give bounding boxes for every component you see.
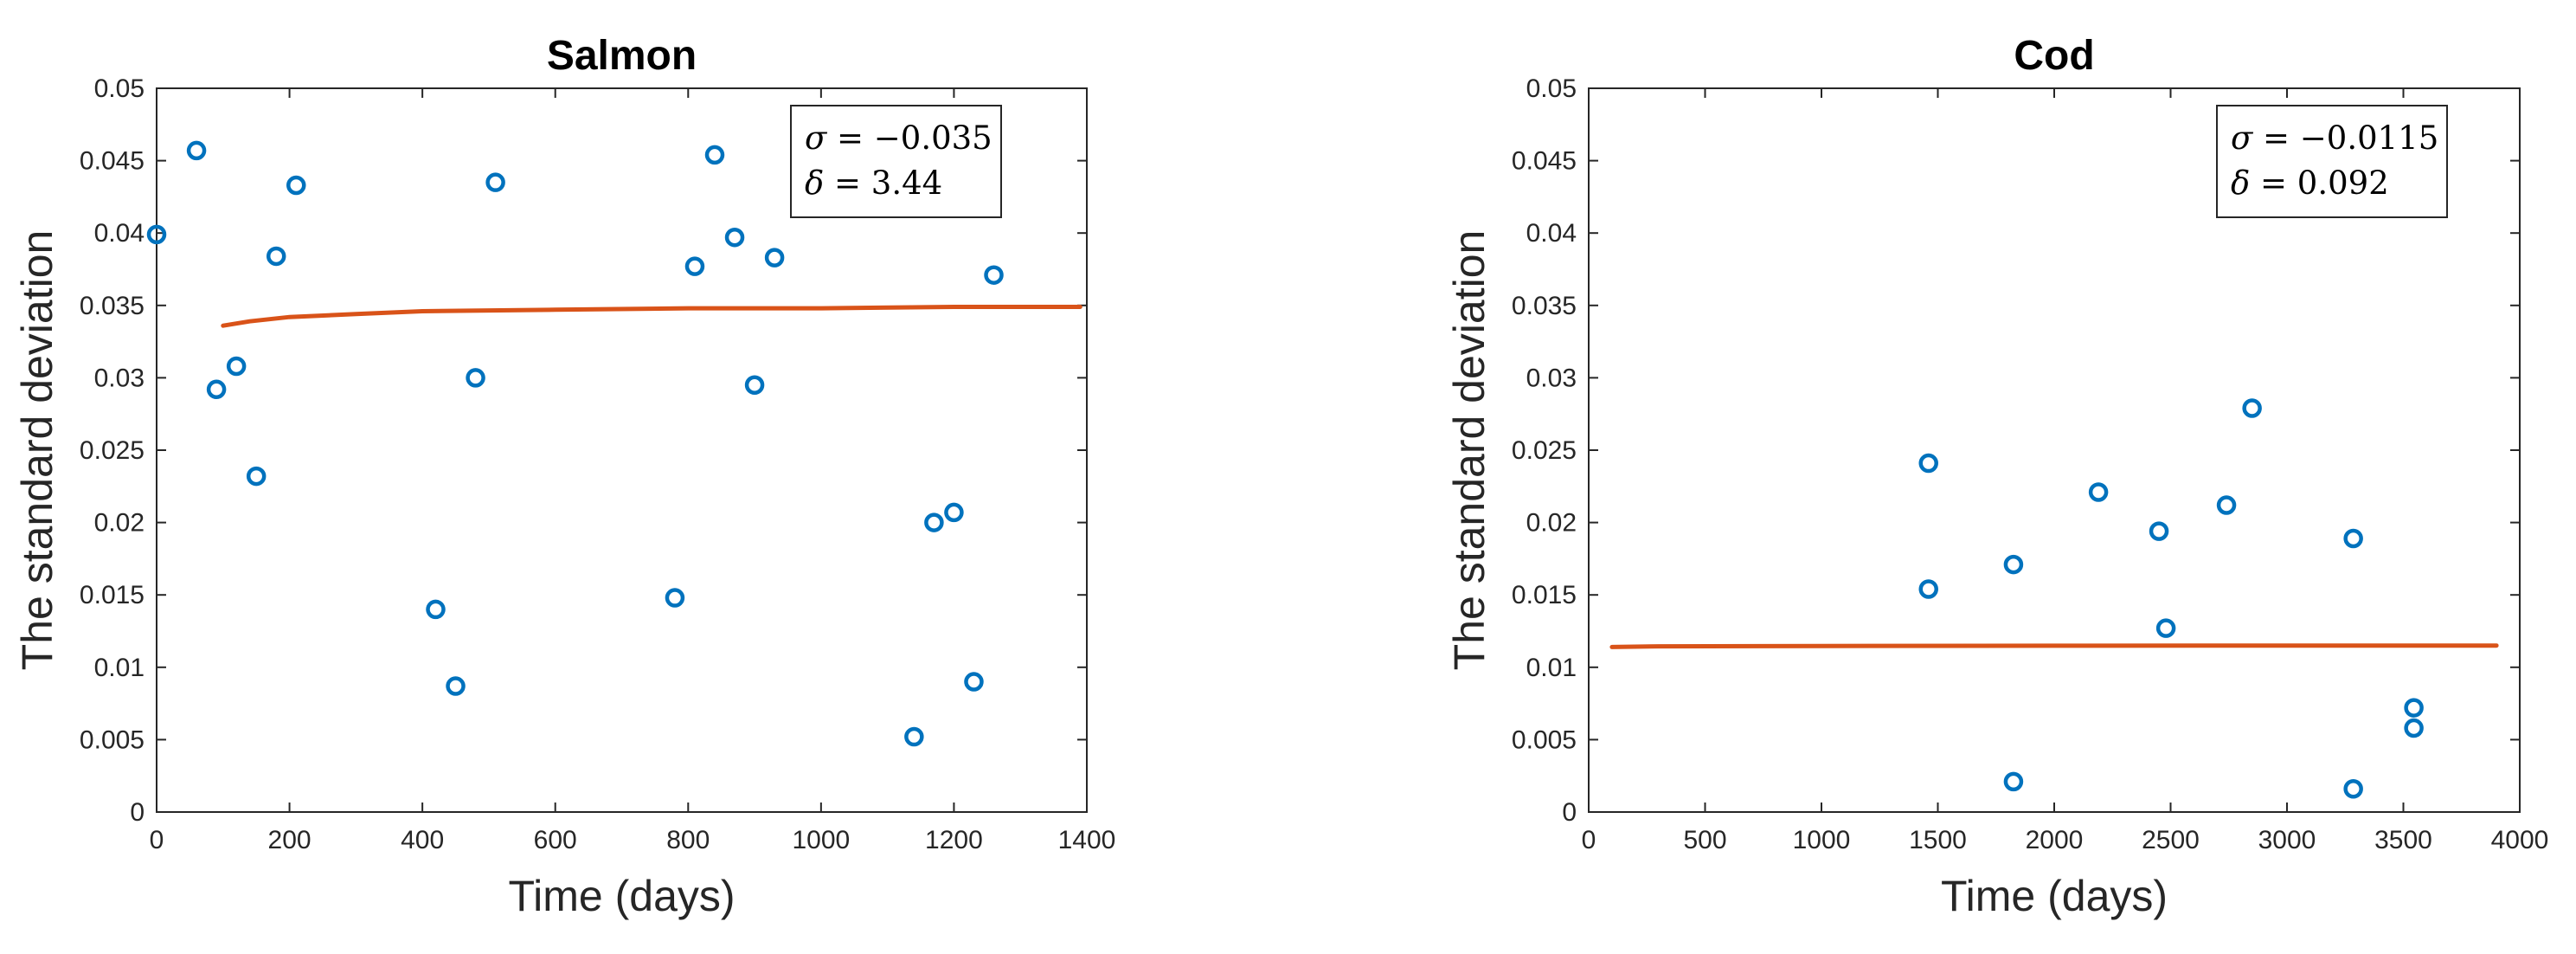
x-tick-label: 400 [401,826,444,854]
sigma-value: = −0.0115 [2252,119,2438,157]
y-tick-label: 0.04 [1526,219,1577,248]
chart-title: Cod [2014,33,2094,79]
delta-symbol: δ [2231,164,2250,202]
y-tick-label: 0.045 [1512,147,1577,176]
y-tick-label: 0.01 [1526,654,1577,682]
delta-value: = 3.44 [824,164,942,202]
y-tick-label: 0.01 [94,654,145,682]
x-tick-label: 1000 [1793,826,1851,854]
delta-symbol: δ [805,164,824,202]
y-tick-label: 0.03 [1526,364,1577,392]
chart-panel-1: 0 0.005 0.01 0.015 0.02 0.025 0.03 0.035 0.04 0.0… [13,33,1115,920]
x-tick-label: 4000 [2491,826,2549,854]
sigma-value: = −0.035 [826,119,992,157]
data-point [2404,718,2424,738]
x-axis-label: Time (days) [508,872,735,920]
data-point [2216,495,2237,515]
data-point [2155,618,2176,638]
data-point [764,248,785,268]
y-axis-label: The standard deviation [1445,230,1494,671]
data-point [704,145,725,165]
data-point [2003,554,2024,575]
data-point [266,246,286,267]
y-tick-label: 0 [1562,798,1577,827]
annotation-box [2216,105,2448,218]
fit-curve [221,305,1082,328]
x-tick-label: 0 [150,826,164,854]
data-point [286,175,306,196]
x-tick-label: 600 [534,826,577,854]
y-tick-label: 0.035 [80,292,145,320]
data-point [2149,521,2169,541]
y-axis-label: The standard deviation [13,230,61,671]
x-tick-label: 1500 [1909,826,1967,854]
y-tick-label: 0.015 [1512,581,1577,609]
data-point [904,726,924,747]
sigma-symbol: σ [805,119,828,157]
y-tick-label: 0.03 [94,364,145,392]
y-tick-label: 0.05 [1526,74,1577,103]
data-point [426,599,446,620]
annotation-sigma: σ = −0.035 [805,119,992,157]
x-tick-label: 1200 [925,826,983,854]
y-tick-label: 0.04 [94,219,145,248]
annotation-delta: δ = 3.44 [805,164,942,202]
x-tick-label: 2500 [2142,826,2200,854]
data-point [1918,453,1938,474]
y-tick-label: 0.025 [1512,436,1577,465]
data-point [2242,398,2262,418]
data-point [665,588,685,608]
data-point [744,375,765,396]
data-point [246,466,267,487]
y-tick-label: 0.025 [80,436,145,465]
x-tick-label: 500 [1683,826,1726,854]
x-tick-label: 1000 [792,826,850,854]
annotation-delta: δ = 0.092 [2231,164,2389,202]
y-tick-label: 0.02 [94,509,145,538]
data-point [924,512,944,532]
data-point [2088,482,2109,502]
chart-panel-2: 0 0.005 0.01 0.015 0.02 0.025 0.03 0.035 0.04 0.0… [1445,33,2548,920]
data-point [964,672,984,692]
x-tick-label: 3000 [2258,826,2316,854]
data-point [944,502,964,523]
x-tick-label: 0 [1582,826,1596,854]
y-tick-label: 0.005 [80,725,145,754]
y-tick-label: 0.05 [94,74,145,103]
data-point [186,140,207,161]
data-point [2003,771,2024,792]
y-tick-label: 0 [130,798,145,827]
x-tick-label: 800 [666,826,710,854]
x-tick-label: 3500 [2374,826,2432,854]
y-tick-label: 0.015 [80,581,145,609]
y-tick-label: 0.045 [80,147,145,176]
chart-title: Salmon [547,33,697,79]
data-point [226,356,247,377]
x-axis-label: Time (days) [1941,872,2168,920]
y-tick-label: 0.005 [1512,725,1577,754]
data-point [2343,778,2363,799]
fit-curve [1609,643,2499,649]
annotation-box [790,105,1002,218]
data-point [2404,698,2424,718]
data-point [724,227,745,248]
annotation-sigma: σ = −0.0115 [2231,119,2438,157]
data-point [684,256,705,276]
delta-value: = 0.092 [2250,164,2388,202]
sigma-symbol: σ [2231,119,2254,157]
data-point [146,224,167,245]
data-point [485,172,505,192]
data-point [466,368,485,388]
y-tick-label: 0.02 [1526,509,1577,538]
data-point [984,265,1004,285]
y-tick-label: 0.035 [1512,292,1577,320]
data-point [206,379,227,400]
x-tick-label: 1400 [1058,826,1116,854]
x-tick-label: 200 [268,826,312,854]
x-tick-label: 2000 [2026,826,2084,854]
data-point [446,676,466,696]
data-point [1918,579,1938,599]
data-point [2343,528,2363,549]
